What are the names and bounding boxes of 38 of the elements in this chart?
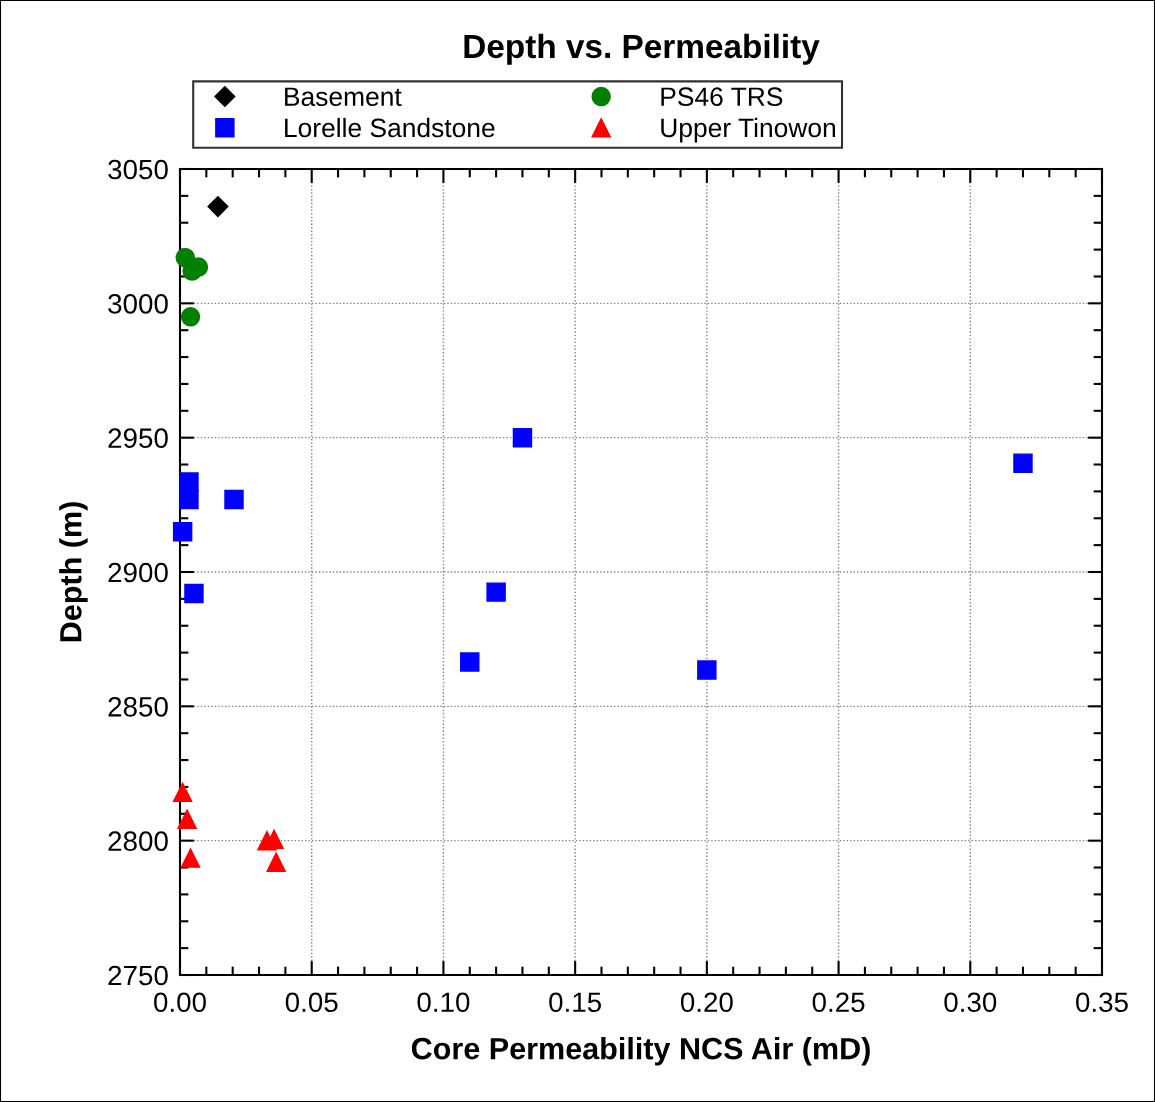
x-tick-label: 0.00 <box>154 992 206 1013</box>
point <box>486 582 506 602</box>
legend-label: Upper Tinowon <box>661 117 836 143</box>
y-tick-label: 2750 <box>108 965 168 986</box>
legend-label: Basement <box>285 87 402 107</box>
point <box>177 809 197 829</box>
point <box>512 427 533 448</box>
point <box>179 472 199 492</box>
x-tick-label: 0.10 <box>417 992 470 1013</box>
y-tick-label: 2850 <box>108 697 168 717</box>
point <box>460 652 480 672</box>
legend-label: PS46 TRS <box>661 87 783 107</box>
point <box>172 521 193 542</box>
point <box>180 848 201 868</box>
y-tick-label: 2800 <box>108 831 168 852</box>
x-tick-label: 0.25 <box>812 992 865 1013</box>
y-tick-label: 2950 <box>108 428 168 449</box>
point <box>172 782 193 803</box>
point <box>266 852 286 872</box>
x-tick-label: 0.35 <box>1076 992 1128 1013</box>
x-tick-label: 0.20 <box>680 992 733 1013</box>
y-axis-title: Depth (m) <box>59 502 88 642</box>
chart-title: Depth vs. Permeability <box>464 33 820 65</box>
x-tick-label: 0.05 <box>285 992 338 1013</box>
y-tick-label: 3000 <box>108 294 168 314</box>
x-tick-label: 0.15 <box>549 992 602 1013</box>
point <box>697 660 717 680</box>
x-tick-label: 0.30 <box>944 992 997 1013</box>
point <box>184 583 204 604</box>
point <box>224 489 244 510</box>
legend-label: Lorelle Sandstone <box>285 117 495 138</box>
point <box>180 307 201 327</box>
y-tick-label: 2900 <box>108 562 168 583</box>
point <box>179 489 199 510</box>
x-axis-title: Core Permeability NCS Air (mD) <box>411 1037 870 1066</box>
y-tick-label: 3050 <box>108 159 168 180</box>
point <box>1013 453 1033 473</box>
point <box>207 196 229 218</box>
